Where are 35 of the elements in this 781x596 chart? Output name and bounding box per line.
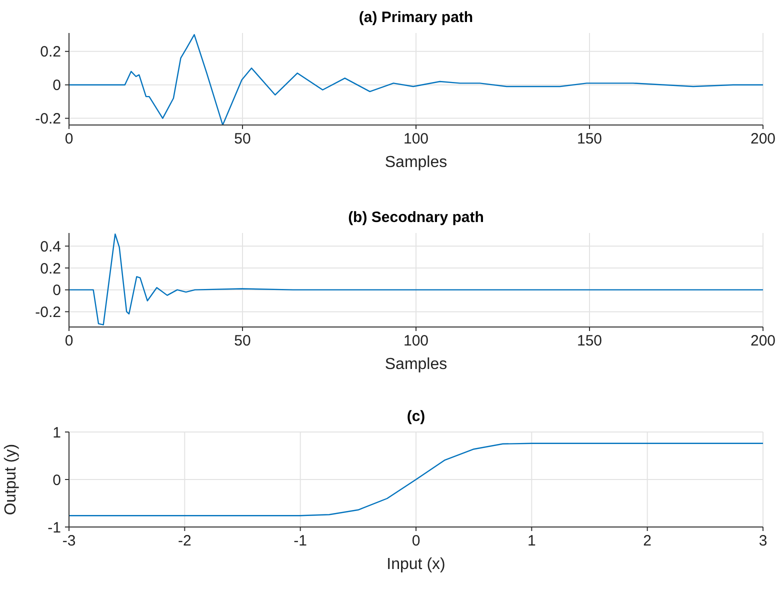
x-tick-label: 100 [403, 332, 429, 350]
y-tick-label: 0 [52, 282, 61, 300]
x-tick-label: 1 [527, 532, 536, 550]
x-tick-label: 50 [234, 130, 251, 148]
x-axis-title: Samples [384, 356, 448, 373]
x-tick-label: -2 [178, 532, 192, 550]
x-tick-label: -3 [62, 532, 76, 550]
x-tick-label: 200 [750, 332, 776, 350]
y-tick-label: -1 [48, 519, 61, 536]
y-tick-label: 0.4 [40, 238, 61, 256]
x-tick-label: 3 [758, 532, 768, 550]
y-tick-label: 1 [52, 424, 61, 442]
line-series [69, 442, 763, 516]
chart-title: (c) [406, 408, 426, 425]
x-tick-label: 0 [412, 532, 420, 550]
x-tick-label: 150 [576, 130, 602, 148]
y-tick-label: -0.2 [35, 304, 61, 322]
x-tick-label: 150 [576, 332, 602, 350]
y-axis-title: Output (y) [2, 444, 20, 516]
y-tick-label: -0.2 [35, 110, 61, 128]
x-tick-label: 0 [64, 130, 74, 148]
y-tick-label: 0 [52, 472, 61, 489]
chart-title: (b) Secodnary path [347, 209, 485, 226]
x-tick-label: 50 [234, 332, 251, 350]
x-tick-label: 200 [750, 130, 776, 148]
x-axis-title: Samples [384, 154, 448, 171]
y-tick-label: 0.2 [40, 44, 61, 61]
x-axis-title: Input (x) [386, 556, 446, 573]
y-tick-label: 0.2 [40, 260, 61, 278]
x-tick-label: 2 [643, 532, 652, 550]
y-tick-label: 0 [52, 77, 61, 94]
x-tick-label: 0 [64, 332, 74, 350]
x-tick-label: -1 [294, 532, 308, 550]
chart-title: (a) Primary path [358, 9, 474, 26]
x-tick-label: 100 [403, 130, 429, 148]
